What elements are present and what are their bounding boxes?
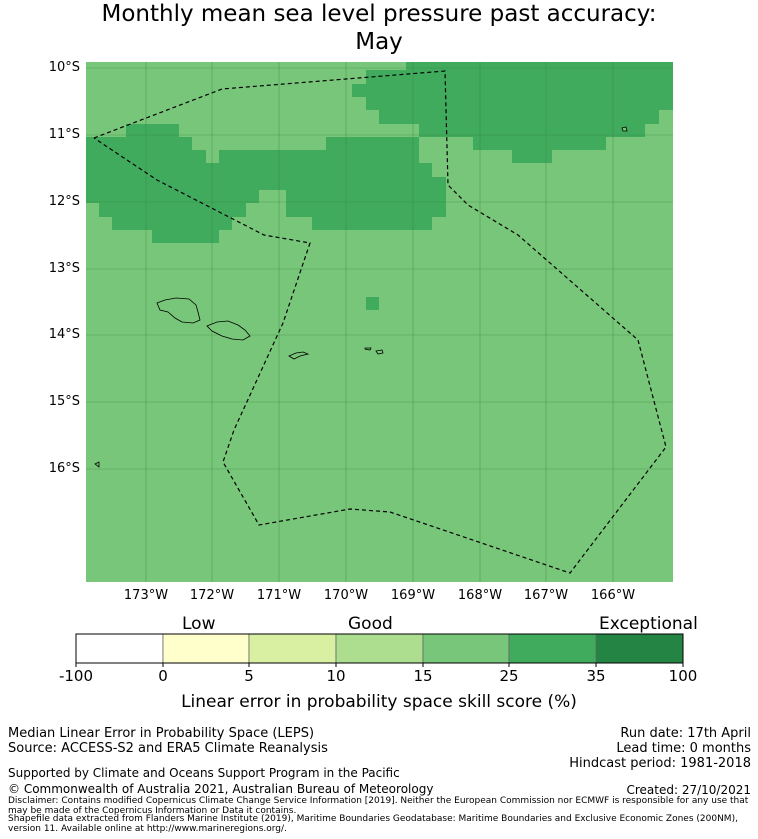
colorbar-segment-0 — [75, 633, 164, 664]
colorbar-tick-25: 25 — [499, 667, 519, 685]
lon-label-166w: 166°W — [590, 588, 636, 603]
colorbar-tick-10: 10 — [326, 667, 346, 685]
island-tau — [375, 349, 384, 355]
lon-label-170w: 170°W — [323, 588, 369, 603]
lat-label-15s: 15°S — [48, 394, 80, 409]
colorbar-category-low: Low — [182, 614, 216, 634]
island-tutuila — [288, 351, 310, 360]
colorbar-label: Linear error in probability space skill … — [181, 692, 577, 712]
lat-label-13s: 13°S — [48, 261, 80, 276]
graticule — [86, 62, 673, 582]
colorbar-tick-neg100: -100 — [58, 667, 94, 685]
island-upolu — [206, 320, 251, 341]
footer-run-date: Run date: 17th April — [620, 726, 751, 741]
footer-disclaimer: Disclaimer: Contains modified Copernicus… — [8, 796, 749, 816]
lon-label-167w: 167°W — [523, 588, 569, 603]
lat-label-16s: 16°S — [48, 461, 80, 476]
island-swains — [621, 126, 628, 132]
map-panel — [86, 62, 673, 582]
lat-label-11s: 11°S — [48, 127, 80, 142]
map-subtitle: May — [355, 29, 403, 55]
lat-label-12s: 12°S — [48, 194, 80, 209]
colorbar-segment-2 — [248, 633, 337, 664]
colorbar-segment-4 — [422, 633, 510, 664]
footer-copyright: © Commonwealth of Australia 2021, Austra… — [8, 782, 434, 796]
colorbar-tick-100: 100 — [668, 667, 698, 685]
footer-lead-time: Lead time: 0 months — [616, 741, 751, 756]
footer-source: Source: ACCESS-S2 and ERA5 Climate Reana… — [8, 741, 328, 756]
footer-method: Median Linear Error in Probability Space… — [8, 726, 315, 741]
lon-label-172w: 172°W — [189, 588, 235, 603]
lon-label-171w: 171°W — [256, 588, 302, 603]
lat-label-10s: 10°S — [48, 60, 80, 75]
eez-boundary — [93, 70, 667, 574]
island-savaii — [156, 297, 201, 324]
colorbar — [75, 633, 684, 667]
colorbar-category-good: Good — [348, 614, 393, 634]
islands — [94, 126, 628, 468]
colorbar-tick-5: 5 — [244, 667, 254, 685]
lon-label-169w: 169°W — [390, 588, 436, 603]
map-title: Monthly mean sea level pressure past acc… — [101, 1, 657, 27]
footer-shapefile: Shapefile data extracted from Flanders M… — [8, 814, 738, 834]
colorbar-segment-6 — [595, 633, 684, 664]
colorbar-tick-15: 15 — [413, 667, 433, 685]
lon-label-173w: 173°W — [123, 588, 169, 603]
lat-label-14s: 14°S — [48, 327, 80, 342]
colorbar-segment-5 — [508, 633, 597, 664]
lon-label-168w: 168°W — [457, 588, 503, 603]
footer-support: Supported by Climate and Oceans Support … — [8, 766, 400, 780]
colorbar-tick-35: 35 — [586, 667, 606, 685]
footer-created: Created: 27/10/2021 — [626, 783, 751, 797]
colorbar-segment-3 — [335, 633, 424, 664]
island-west — [94, 461, 100, 468]
colorbar-category-exceptional: Exceptional — [599, 614, 698, 634]
colorbar-segment-1 — [162, 633, 250, 664]
colorbar-tick-0: 0 — [158, 667, 168, 685]
island-ofu — [364, 347, 372, 351]
footer-hindcast-period: Hindcast period: 1981-2018 — [569, 756, 751, 771]
higher-skill-regions — [86, 62, 673, 310]
